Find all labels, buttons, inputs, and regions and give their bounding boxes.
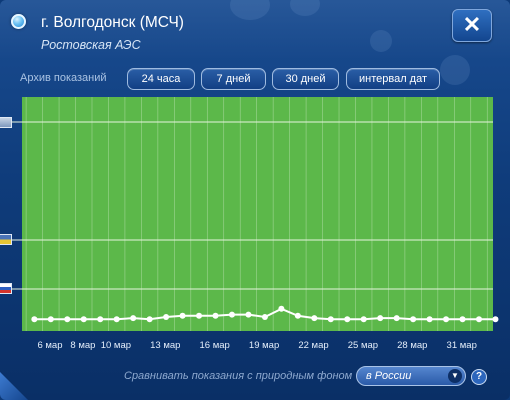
compare-label: Сравнивать показания с природным фоном (124, 370, 353, 382)
range-interval-button[interactable]: интервал дат (346, 68, 440, 90)
map-blob (370, 30, 392, 52)
x-tick-label: 25 мар (347, 340, 379, 351)
archive-label: Архив показаний (20, 72, 107, 84)
corner-tab-icon[interactable] (0, 372, 28, 400)
x-tick-label: 19 мар (248, 340, 280, 351)
range-30d-button[interactable]: 30 дней (272, 68, 339, 90)
page-subtitle: Ростовская АЭС (41, 38, 141, 52)
x-tick-label: 16 мар (199, 340, 230, 351)
region-select[interactable]: в России ▼ (356, 366, 466, 386)
x-tick-label: 10 мар (100, 340, 132, 351)
location-pin-icon (11, 14, 26, 29)
region-select-value: в России (366, 370, 412, 382)
close-icon: ✕ (462, 12, 482, 37)
map-blob (290, 0, 320, 16)
chevron-down-icon: ▼ (448, 369, 462, 383)
x-tick-label: 22 мар (298, 340, 329, 351)
background-level-icon (0, 117, 12, 128)
help-button[interactable]: ? (471, 369, 487, 385)
range-7d-button[interactable]: 7 дней (201, 68, 266, 90)
flag-ukraine-icon (0, 234, 12, 245)
x-tick-label: 31 мар (446, 340, 477, 351)
x-tick-label: 13 мар (150, 340, 181, 351)
chart-area (0, 110, 510, 355)
page-title: г. Волгодонск (МСЧ) (41, 14, 184, 31)
range-24h-button[interactable]: 24 часа (127, 68, 195, 90)
map-blob (230, 0, 270, 20)
flag-russia-icon (0, 283, 12, 294)
map-blob (440, 55, 470, 85)
x-tick-label: 6 мар (37, 340, 63, 351)
close-button[interactable]: ✕ (452, 9, 492, 42)
x-tick-label: 8 мар (70, 340, 96, 351)
x-tick-label: 28 мар (397, 340, 428, 351)
